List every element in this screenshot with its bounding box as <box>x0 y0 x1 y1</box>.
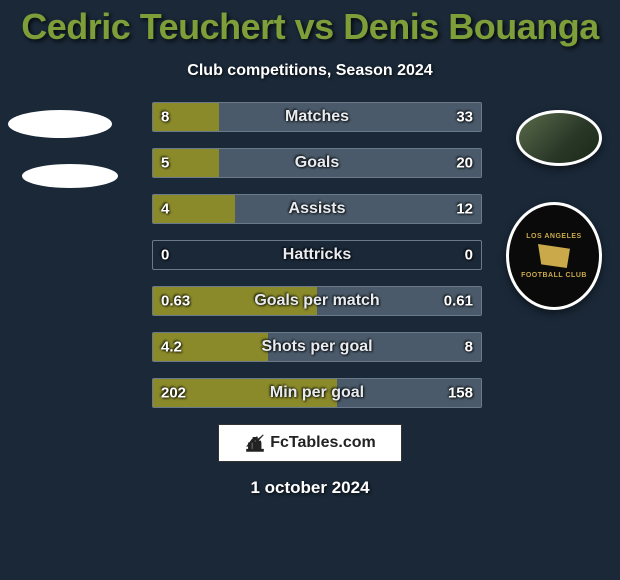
bar-right <box>219 149 481 177</box>
player-right-avatar <box>516 110 602 166</box>
stat-value-left: 0.63 <box>161 293 190 310</box>
chart-icon <box>244 432 266 454</box>
date: 1 october 2024 <box>0 478 620 498</box>
stat-label: Matches <box>285 108 349 126</box>
stat-value-right: 12 <box>456 201 473 218</box>
subtitle: Club competitions, Season 2024 <box>0 62 620 80</box>
stat-row: 202 158 Min per goal <box>152 378 482 408</box>
stat-label: Hattricks <box>283 246 351 264</box>
stat-label: Goals per match <box>254 292 379 310</box>
stat-row: 4 12 Assists <box>152 194 482 224</box>
club-right-name: LOS ANGELES <box>526 233 581 240</box>
stat-label: Shots per goal <box>261 338 372 356</box>
stat-value-right: 158 <box>448 385 473 402</box>
stat-value-left: 4.2 <box>161 339 182 356</box>
stat-value-right: 8 <box>465 339 473 356</box>
stat-row: 0.63 0.61 Goals per match <box>152 286 482 316</box>
stat-row: 8 33 Matches <box>152 102 482 132</box>
stat-value-left: 0 <box>161 247 169 264</box>
stat-row: 5 20 Goals <box>152 148 482 178</box>
club-left-badge <box>22 164 118 188</box>
stat-value-left: 5 <box>161 155 169 172</box>
stat-value-right: 0.61 <box>444 293 473 310</box>
stat-value-right: 0 <box>465 247 473 264</box>
stat-value-left: 202 <box>161 385 186 402</box>
bar-right <box>219 103 481 131</box>
watermark: FcTables.com <box>218 424 402 462</box>
bar-right <box>235 195 481 223</box>
player-left-avatar <box>8 110 112 138</box>
stat-rows: 833Matches520Goals412Assists00Hattricks0… <box>138 102 482 408</box>
stat-row: 0 0 Hattricks <box>152 240 482 270</box>
lafc-wing-icon <box>532 240 576 272</box>
stat-value-right: 20 <box>456 155 473 172</box>
stat-value-left: 4 <box>161 201 169 218</box>
club-right-sub: FOOTBALL CLUB <box>521 272 587 279</box>
stat-label: Goals <box>295 154 339 172</box>
watermark-text: FcTables.com <box>270 434 376 452</box>
stat-row: 4.2 8 Shots per goal <box>152 332 482 362</box>
page-title: Cedric Teuchert vs Denis Bouanga <box>0 0 620 48</box>
stats-area: LOS ANGELES FOOTBALL CLUB 8 33 Matches 5 20 G… <box>0 102 620 408</box>
stat-label: Min per goal <box>270 384 364 402</box>
stat-value-left: 8 <box>161 109 169 126</box>
stat-value-right: 33 <box>456 109 473 126</box>
club-right-badge: LOS ANGELES FOOTBALL CLUB <box>506 202 602 310</box>
stat-label: Assists <box>289 200 346 218</box>
